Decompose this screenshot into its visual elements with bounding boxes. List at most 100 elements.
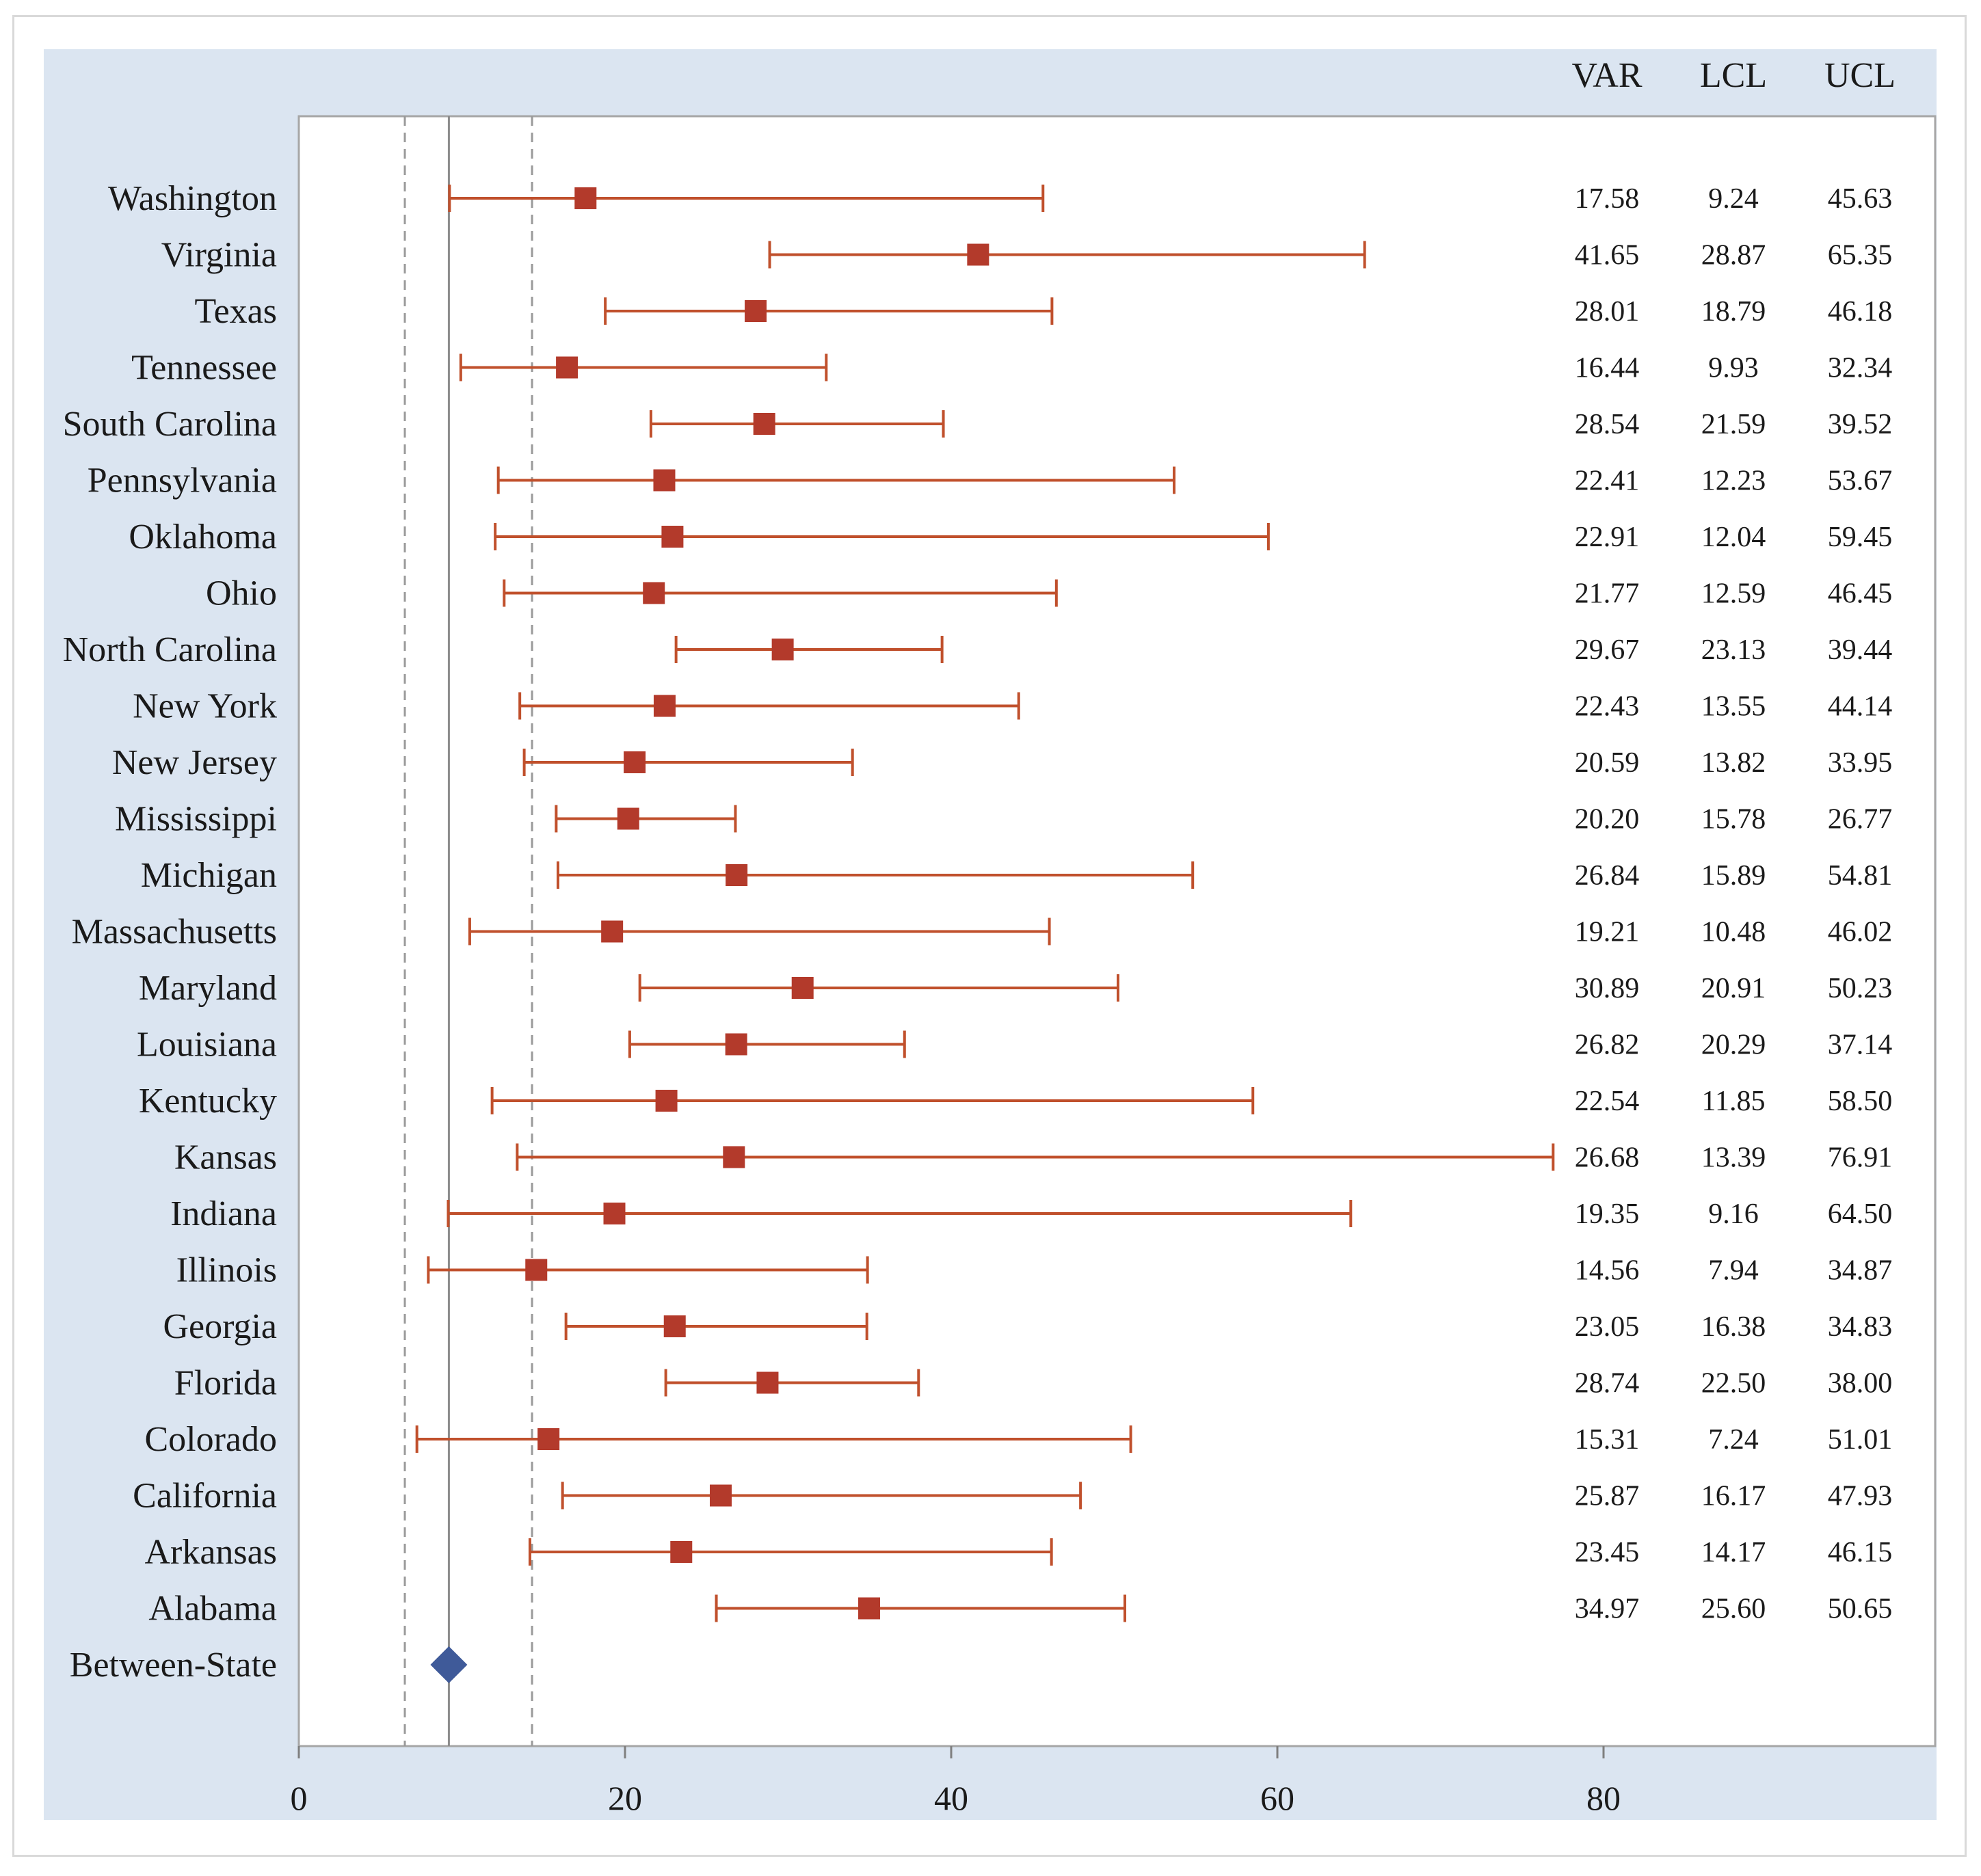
value-lcl-new-jersey: 13.82 [1701, 747, 1766, 779]
value-ucl-alabama: 50.65 [1828, 1594, 1893, 1625]
value-var-alabama: 34.97 [1575, 1594, 1640, 1625]
value-var-south-carolina: 28.54 [1575, 409, 1640, 440]
point-marker-tennessee [556, 356, 579, 379]
value-ucl-new-york: 44.14 [1828, 691, 1893, 723]
value-lcl-florida: 22.50 [1701, 1368, 1766, 1399]
value-ucl-mississippi: 26.77 [1828, 804, 1893, 835]
value-var-florida: 28.74 [1575, 1368, 1640, 1399]
value-lcl-virginia: 28.87 [1701, 240, 1766, 271]
x-tick-label-80: 80 [1586, 1779, 1621, 1817]
value-ucl-north-carolina: 39.44 [1828, 634, 1893, 666]
value-var-indiana: 19.35 [1575, 1198, 1640, 1230]
row-label-colorado: Colorado [144, 1420, 277, 1459]
row-label-mississippi: Mississippi [115, 800, 277, 839]
value-var-illinois: 14.56 [1575, 1255, 1640, 1287]
value-lcl-colorado: 7.24 [1708, 1424, 1759, 1456]
value-ucl-texas: 46.18 [1828, 296, 1893, 327]
value-var-new-york: 22.43 [1575, 691, 1640, 723]
row-label-kentucky: Kentucky [139, 1082, 277, 1121]
point-marker-south-carolina [753, 413, 775, 435]
x-tick-label-20: 20 [608, 1779, 642, 1817]
row-label-between-state: Between-State [70, 1646, 277, 1685]
row-label-alabama: Alabama [148, 1590, 277, 1629]
value-ucl-ohio: 46.45 [1828, 578, 1893, 610]
value-lcl-new-york: 13.55 [1701, 691, 1766, 723]
value-ucl-california: 47.93 [1828, 1481, 1893, 1512]
row-label-oklahoma: Oklahoma [129, 518, 277, 557]
value-ucl-washington: 45.63 [1828, 183, 1893, 215]
value-var-ohio: 21.77 [1575, 578, 1640, 610]
value-ucl-illinois: 34.87 [1828, 1255, 1893, 1287]
x-tick-label-40: 40 [934, 1779, 968, 1817]
value-lcl-arkansas: 14.17 [1701, 1537, 1766, 1568]
value-ucl-south-carolina: 39.52 [1828, 409, 1893, 440]
point-marker-ohio [643, 582, 665, 604]
value-ucl-arkansas: 46.15 [1828, 1537, 1893, 1568]
value-ucl-florida: 38.00 [1828, 1368, 1893, 1399]
row-label-florida: Florida [174, 1364, 277, 1403]
value-lcl-alabama: 25.60 [1701, 1594, 1766, 1625]
value-lcl-louisiana: 20.29 [1701, 1030, 1766, 1061]
row-label-michigan: Michigan [141, 856, 277, 895]
value-var-new-jersey: 20.59 [1575, 747, 1640, 779]
value-ucl-kentucky: 58.50 [1828, 1086, 1893, 1117]
row-label-north-carolina: North Carolina [63, 630, 277, 669]
row-label-tennessee: Tennessee [131, 349, 277, 388]
point-marker-virginia [967, 243, 989, 266]
value-lcl-ohio: 12.59 [1701, 578, 1766, 610]
point-marker-louisiana [725, 1033, 747, 1056]
between-state-marker [430, 1646, 468, 1683]
row-label-massachusetts: Massachusetts [72, 913, 277, 952]
point-marker-alabama [858, 1597, 881, 1620]
value-lcl-indiana: 9.16 [1708, 1198, 1759, 1230]
value-ucl-oklahoma: 59.45 [1828, 522, 1893, 553]
value-var-washington: 17.58 [1575, 183, 1640, 215]
point-marker-kentucky [655, 1090, 678, 1112]
value-var-massachusetts: 19.21 [1575, 917, 1640, 948]
point-marker-colorado [537, 1428, 560, 1450]
row-label-washington: Washington [108, 179, 277, 218]
point-marker-new-jersey [624, 751, 646, 773]
row-label-california: California [133, 1477, 277, 1516]
value-lcl-massachusetts: 10.48 [1701, 917, 1766, 948]
value-lcl-kansas: 13.39 [1701, 1142, 1766, 1174]
point-marker-michigan [726, 864, 748, 886]
value-ucl-colorado: 51.01 [1828, 1424, 1893, 1456]
row-label-ohio: Ohio [206, 574, 277, 613]
point-marker-massachusetts [601, 920, 624, 943]
point-marker-mississippi [617, 807, 639, 830]
value-var-arkansas: 23.45 [1575, 1537, 1640, 1568]
value-ucl-new-jersey: 33.95 [1828, 747, 1893, 779]
row-label-pennsylvania: Pennsylvania [88, 461, 277, 500]
point-marker-kansas [723, 1146, 745, 1168]
value-lcl-pennsylvania: 12.23 [1701, 466, 1766, 497]
point-marker-texas [745, 300, 767, 322]
point-marker-pennsylvania [653, 469, 676, 492]
point-marker-california [709, 1484, 732, 1507]
value-var-georgia: 23.05 [1575, 1311, 1640, 1343]
value-ucl-indiana: 64.50 [1828, 1198, 1893, 1230]
point-marker-georgia [663, 1315, 686, 1337]
value-lcl-georgia: 16.38 [1701, 1311, 1766, 1343]
value-ucl-tennessee: 32.34 [1828, 353, 1893, 384]
row-label-virginia: Virginia [161, 236, 277, 275]
value-lcl-south-carolina: 21.59 [1701, 409, 1766, 440]
value-ucl-massachusetts: 46.02 [1828, 917, 1893, 948]
column-header-var: VAR [1571, 56, 1642, 95]
outer-frame [12, 15, 1967, 1857]
row-label-indiana: Indiana [170, 1194, 277, 1233]
value-ucl-kansas: 76.91 [1828, 1142, 1893, 1174]
value-ucl-louisiana: 37.14 [1828, 1030, 1893, 1061]
column-header-lcl: LCL [1700, 56, 1767, 95]
value-var-colorado: 15.31 [1575, 1424, 1640, 1456]
x-tick-label-0: 0 [291, 1779, 308, 1817]
value-var-kansas: 26.68 [1575, 1142, 1640, 1174]
value-var-louisiana: 26.82 [1575, 1030, 1640, 1061]
value-lcl-oklahoma: 12.04 [1701, 522, 1766, 553]
value-ucl-georgia: 34.83 [1828, 1311, 1893, 1343]
value-lcl-maryland: 20.91 [1701, 973, 1766, 1004]
value-lcl-washington: 9.24 [1708, 183, 1759, 215]
value-lcl-north-carolina: 23.13 [1701, 634, 1766, 666]
value-var-tennessee: 16.44 [1575, 353, 1640, 384]
